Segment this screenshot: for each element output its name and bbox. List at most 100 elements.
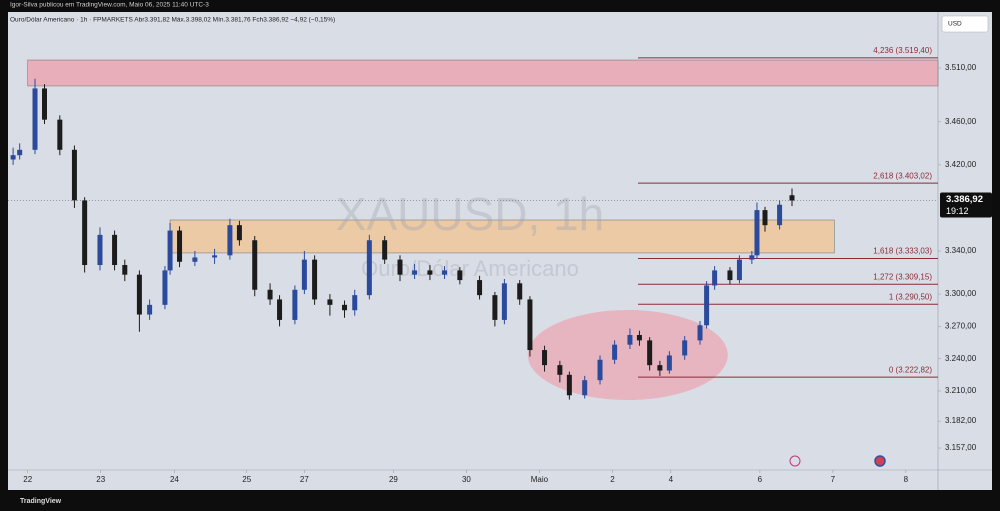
- candle-body: [227, 225, 233, 256]
- candle-body: [236, 225, 242, 241]
- last-price-box: [940, 192, 992, 218]
- candle-body: [192, 257, 198, 262]
- candle-body: [647, 340, 653, 366]
- candle-body: [82, 200, 88, 266]
- y-tick-label: 3.510,00: [945, 63, 977, 72]
- candle-body: [777, 204, 783, 226]
- candle-body: [492, 295, 498, 320]
- candle-body: [366, 240, 372, 296]
- x-tick-label: 25: [242, 475, 251, 484]
- x-tick-label: Maio: [531, 475, 549, 484]
- candle-body: [557, 365, 563, 375]
- publisher: Igor-Silva publicou em TradingView.com, …: [10, 2, 209, 9]
- candle-body: [277, 299, 283, 320]
- x-tick-label: 7: [831, 475, 836, 484]
- x-tick-label: 2: [610, 475, 615, 484]
- candle-body: [762, 210, 768, 226]
- candle-body: [147, 304, 153, 315]
- candle-body: [167, 230, 173, 271]
- flag-icon[interactable]: [874, 455, 886, 467]
- legend: Ouro/Dólar Americano · 1h · FPMARKETS Ab…: [10, 17, 335, 24]
- candle-body: [97, 234, 103, 266]
- candle-body: [527, 299, 533, 351]
- fib-label: 1,618 (3.333,03): [873, 247, 932, 256]
- candle-body: [41, 88, 47, 120]
- brand: TradingView: [20, 498, 62, 505]
- candle-body: [754, 210, 760, 256]
- y-tick-label: 3.340,00: [945, 246, 977, 255]
- candle-body: [612, 344, 618, 360]
- y-tick-label: 3.300,00: [945, 289, 977, 298]
- x-tick-label: 30: [462, 475, 471, 484]
- candle-body: [704, 285, 710, 326]
- candle-body: [71, 149, 77, 201]
- watermark-symbol: XAUUSD, 1h: [336, 188, 604, 240]
- fib-label: 1 (3.290,50): [889, 292, 932, 301]
- candle-body: [327, 299, 333, 305]
- candle-body: [566, 374, 572, 396]
- candle-body: [212, 255, 218, 258]
- candle-body: [712, 270, 718, 286]
- candle-body: [17, 149, 23, 156]
- candle-body: [312, 259, 318, 300]
- fib-label: 4,236 (3.519,40): [873, 46, 932, 55]
- candle-body: [666, 355, 672, 371]
- candle-body: [736, 259, 742, 281]
- candle-body: [32, 88, 38, 150]
- candle-body: [597, 359, 603, 381]
- candle-body: [342, 304, 348, 311]
- currency: USD: [948, 21, 962, 28]
- candle-body: [267, 289, 273, 300]
- y-tick-label: 3.270,00: [945, 321, 977, 330]
- y-tick-label: 3.182,00: [945, 416, 977, 425]
- x-tick-label: 6: [758, 475, 763, 484]
- candle-body: [136, 274, 142, 315]
- candle-body: [112, 234, 118, 266]
- candle-body: [10, 155, 16, 160]
- highlight-ellipse: [527, 310, 728, 401]
- candle-body: [177, 230, 183, 262]
- candle-body: [582, 380, 588, 396]
- candle-body: [517, 283, 523, 300]
- candle-body: [397, 259, 403, 275]
- price-axis: [938, 12, 992, 470]
- currency-box[interactable]: [941, 15, 989, 33]
- candle-body: [477, 280, 483, 296]
- y-tick-label: 3.157,00: [945, 443, 977, 452]
- candle-body: [382, 240, 388, 260]
- candle-body: [162, 270, 168, 305]
- x-tick-label: 24: [170, 475, 179, 484]
- candle-body: [627, 334, 633, 345]
- y-tick-label: 3.240,00: [945, 354, 977, 363]
- x-tick-label: 8: [904, 475, 909, 484]
- x-tick-label: 27: [300, 475, 309, 484]
- candle-body: [427, 270, 433, 275]
- candle-body: [352, 295, 358, 311]
- candle-body: [57, 119, 63, 150]
- fib-label: 1,272 (3.309,15): [873, 272, 932, 281]
- y-tick-label: 3.210,00: [945, 386, 977, 395]
- candle-body: [301, 259, 307, 290]
- x-tick-label: 23: [96, 475, 105, 484]
- candle-body: [749, 255, 755, 260]
- candle-body: [682, 340, 688, 356]
- last-price-label: 3.386,92: [946, 194, 983, 205]
- candle-body: [457, 270, 463, 281]
- y-tick-label: 3.420,00: [945, 160, 977, 169]
- candle-body: [122, 265, 128, 275]
- fib-label: 2,618 (3.403,02): [873, 171, 932, 180]
- watermark-name: Ouro/Dólar Americano: [361, 256, 579, 281]
- candle-body: [292, 289, 298, 320]
- x-tick-label: 4: [669, 475, 674, 484]
- candle-body: [657, 365, 663, 371]
- x-tick-label: 29: [389, 475, 398, 484]
- candle-body: [636, 334, 642, 341]
- candle-body: [727, 270, 733, 281]
- countdown: 19:12: [946, 206, 969, 216]
- price-zone: [27, 59, 939, 87]
- y-tick-label: 3.460,00: [945, 117, 977, 126]
- event-icon[interactable]: [789, 455, 801, 467]
- candle-body: [501, 283, 507, 320]
- candle-body: [412, 270, 418, 275]
